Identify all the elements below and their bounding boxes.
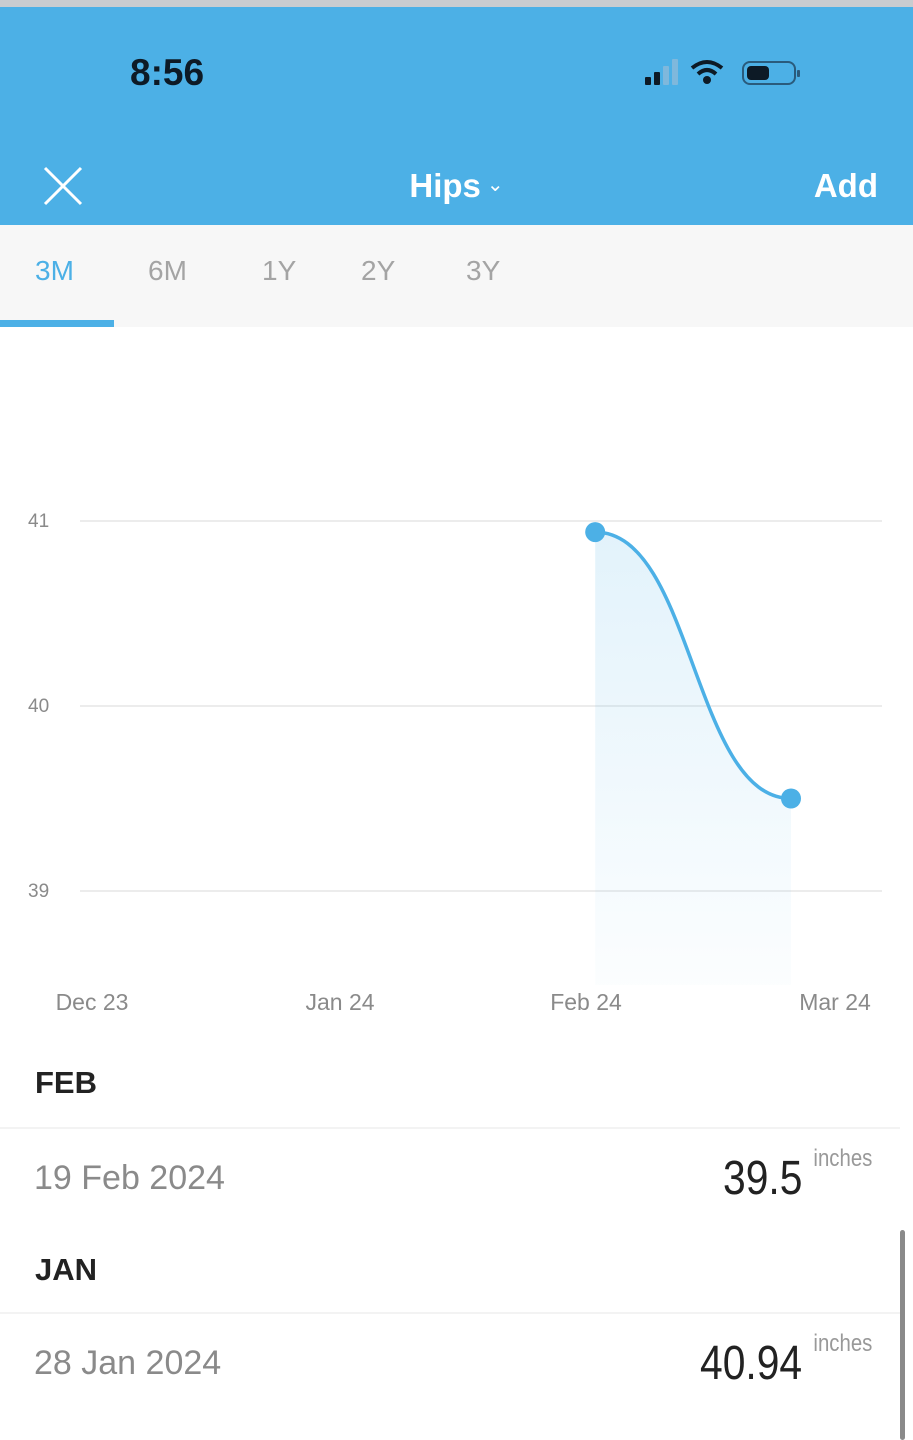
x-tick-label: Feb 24 bbox=[550, 989, 622, 1015]
close-icon[interactable] bbox=[42, 165, 84, 207]
range-tabs: 3M 6M 1Y 2Y 3Y bbox=[0, 225, 913, 327]
wifi-icon bbox=[690, 60, 724, 84]
top-strip bbox=[0, 0, 913, 7]
status-time: 8:56 bbox=[130, 52, 205, 93]
y-tick-label: 39 bbox=[28, 881, 49, 902]
add-button[interactable]: Add bbox=[813, 167, 878, 204]
hips-chart: 39 40 41 Dec 23 Jan 24 Feb 24 Mar 24 bbox=[28, 511, 882, 1015]
data-point bbox=[781, 788, 801, 809]
x-tick-label: Jan 24 bbox=[305, 989, 374, 1015]
tab-3y[interactable]: 3Y bbox=[466, 255, 501, 286]
y-tick-label: 41 bbox=[28, 511, 49, 532]
chevron-down-icon: ⌄ bbox=[486, 174, 504, 196]
entry-value: 39.5 bbox=[722, 1152, 802, 1205]
tab-3m[interactable]: 3M bbox=[35, 255, 74, 286]
status-icons bbox=[645, 59, 800, 85]
x-tick-label: Dec 23 bbox=[56, 989, 129, 1015]
tab-6m[interactable]: 6M bbox=[148, 255, 187, 286]
entry-value: 40.94 bbox=[699, 1337, 802, 1390]
scrollbar[interactable] bbox=[900, 1230, 905, 1440]
entry-unit: inches bbox=[813, 1330, 872, 1357]
month-header-feb: FEB bbox=[35, 1065, 97, 1100]
measurement-title: Hips bbox=[409, 167, 481, 204]
app-header: 8:56 Hips ⌄ Add bbox=[0, 7, 913, 225]
area-fill bbox=[595, 532, 791, 985]
data-point bbox=[585, 522, 606, 543]
y-tick-label: 40 bbox=[28, 696, 49, 717]
series-line bbox=[595, 530, 792, 801]
tab-1y[interactable]: 1Y bbox=[262, 255, 297, 286]
list-item[interactable]: 28 Jan 2024 40.94 inches bbox=[0, 1312, 900, 1409]
battery-icon bbox=[742, 61, 800, 85]
cellular-signal-icon bbox=[645, 59, 678, 85]
list-item[interactable]: 19 Feb 2024 39.5 inches bbox=[0, 1127, 900, 1224]
entry-unit: inches bbox=[813, 1145, 872, 1172]
x-tick-label: Mar 24 bbox=[799, 989, 871, 1015]
entry-date: 28 Jan 2024 bbox=[34, 1344, 222, 1382]
tab-2y[interactable]: 2Y bbox=[361, 255, 396, 286]
entry-date: 19 Feb 2024 bbox=[34, 1159, 225, 1197]
active-tab-indicator bbox=[0, 320, 114, 327]
month-header-jan: JAN bbox=[35, 1252, 98, 1287]
measurement-selector[interactable]: Hips ⌄ bbox=[0, 167, 913, 205]
